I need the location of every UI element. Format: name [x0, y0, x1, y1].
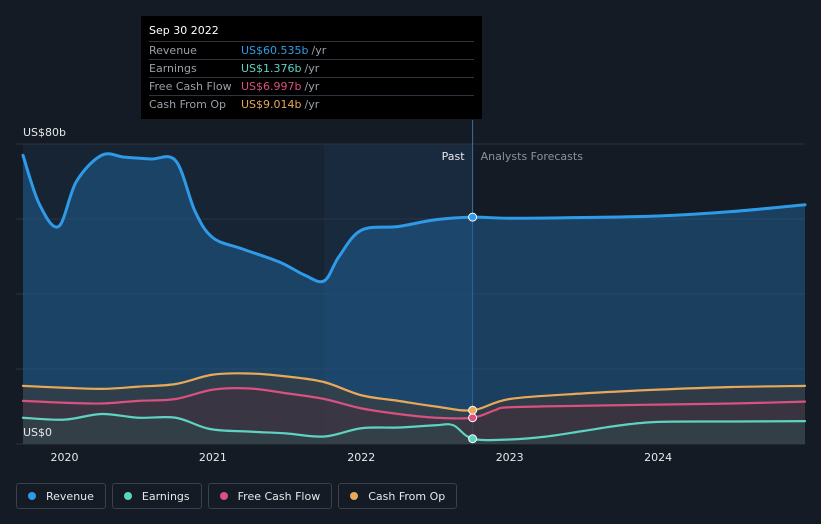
- past-label: Past: [442, 150, 466, 163]
- tooltip-value: US$60.535b: [241, 44, 309, 57]
- legend-label: Cash From Op: [368, 489, 446, 503]
- tooltip-value: US$1.376b: [241, 62, 302, 75]
- legend-item-earnings[interactable]: Earnings: [111, 483, 202, 509]
- earnings-dot-icon: [123, 492, 132, 500]
- x-tick-label: 2024: [644, 451, 672, 464]
- tooltip-unit: /yr: [304, 98, 320, 111]
- tooltip-label: Revenue: [149, 44, 197, 57]
- legend-label: Revenue: [46, 489, 94, 503]
- tooltip-unit: /yr: [311, 44, 327, 57]
- forecast-label: Analysts Forecasts: [481, 150, 584, 163]
- x-tick-label: 2023: [496, 451, 524, 464]
- tooltip-unit: /yr: [304, 62, 320, 75]
- x-tick-label: 2021: [199, 451, 227, 464]
- tooltip-row-revenue: Revenue US$60.535b /yr: [149, 41, 474, 59]
- legend-item-cash-from-op[interactable]: Cash From Op: [338, 483, 458, 509]
- revenue-dot-icon: [28, 492, 36, 500]
- legend-item-free-cash-flow[interactable]: Free Cash Flow: [207, 483, 333, 509]
- tooltip-label: Free Cash Flow: [149, 80, 232, 93]
- revenue-marker: [468, 212, 478, 222]
- x-tick-label: 2022: [347, 451, 375, 464]
- tooltip-panel: Sep 30 2022 Revenue US$60.535b /yr Earni…: [141, 16, 482, 119]
- tooltip-date: Sep 30 2022: [149, 24, 219, 37]
- tooltip-row-earnings: Earnings US$1.376b /yr: [149, 59, 474, 77]
- tooltip-label: Earnings: [149, 62, 197, 75]
- free-cash-flow-dot-icon: [219, 492, 228, 500]
- y-axis-bottom-label: US$0: [23, 426, 52, 439]
- earnings-line: [21, 412, 807, 442]
- tooltip-label: Cash From Op: [149, 98, 227, 111]
- tooltip-unit: /yr: [304, 80, 320, 93]
- earnings-area: [22, 413, 806, 444]
- legend-label: Free Cash Flow: [237, 489, 321, 503]
- tooltip-row-fcf: Free Cash Flow US$6.997b /yr: [149, 77, 474, 95]
- cash-from-op-line: [21, 372, 807, 412]
- earnings-marker: [468, 434, 478, 444]
- legend-label: Earnings: [141, 489, 190, 503]
- revenue-area: [22, 153, 806, 445]
- cash-from-op-dot-icon: [350, 492, 359, 500]
- x-tick-label: 2020: [51, 451, 79, 464]
- cash-from-op-marker: [468, 405, 478, 415]
- tooltip-value: US$6.997b: [241, 80, 302, 93]
- chart-legend: Revenue Earnings Free Cash Flow Cash Fro…: [16, 483, 458, 511]
- tooltip-value: US$9.014b: [241, 98, 302, 111]
- free-cash-flow-marker: [468, 413, 478, 423]
- legend-item-revenue[interactable]: Revenue: [16, 483, 106, 509]
- free-cash-flow-line: [21, 387, 807, 420]
- revenue-line: [21, 152, 807, 284]
- tooltip-row-cfo: Cash From Op US$9.014b /yr: [149, 95, 474, 113]
- y-axis-top-label: US$80b: [23, 126, 66, 139]
